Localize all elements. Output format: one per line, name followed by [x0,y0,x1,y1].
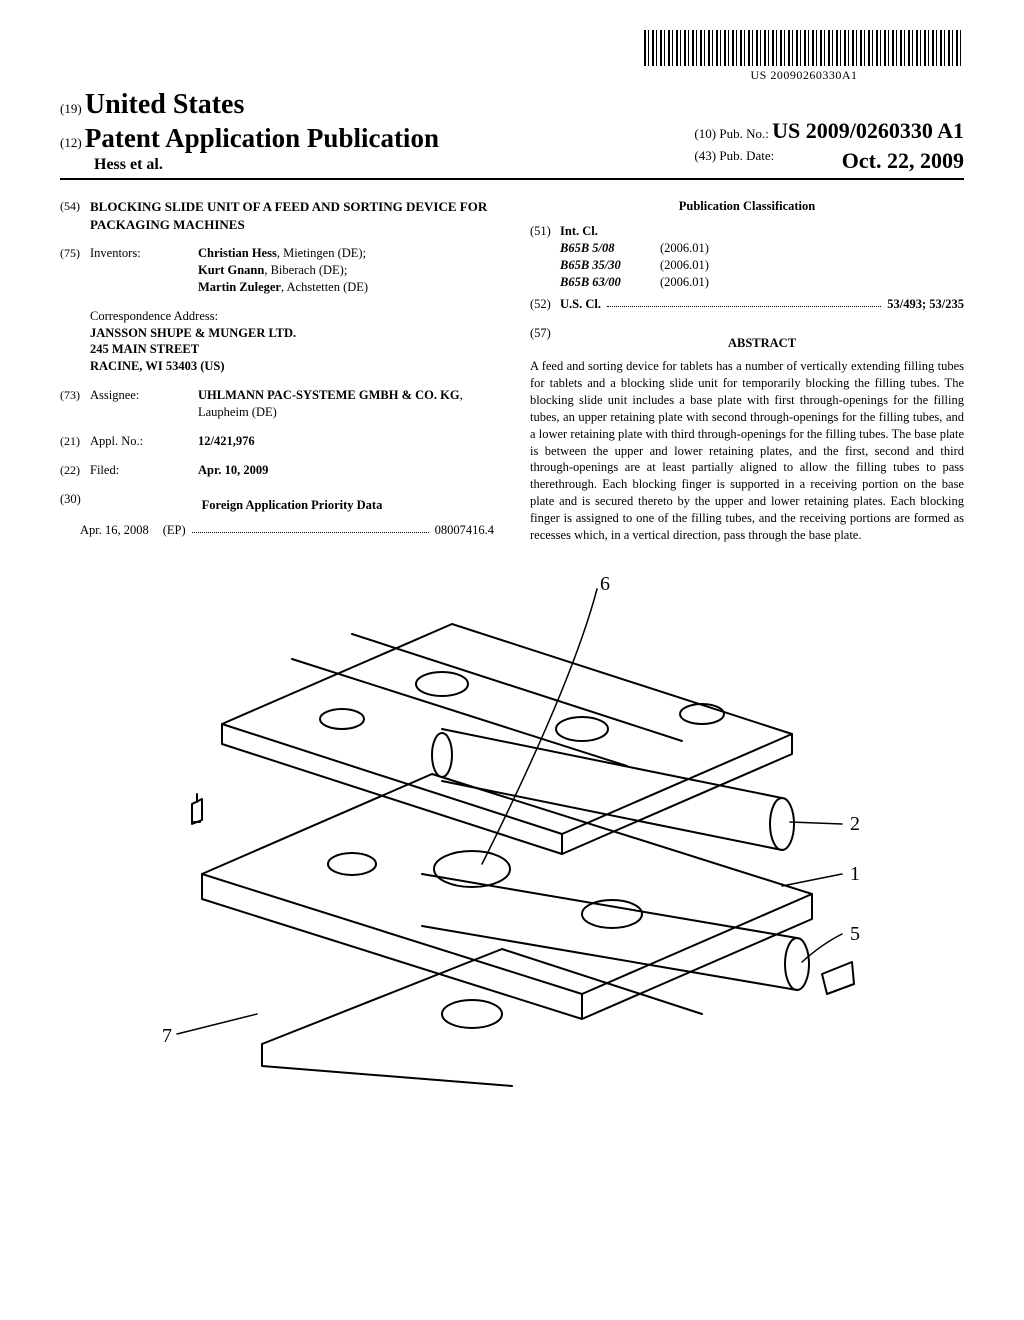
inventors-label: Inventors: [90,245,198,296]
country-code: (19) [60,101,82,116]
figure-svg: 6 2 1 5 7 [142,574,882,1094]
fig-label-1: 1 [850,863,860,885]
priority-title: Foreign Application Priority Data [90,497,494,514]
applno: 12/421,976 [198,433,494,450]
abstract-title: ABSTRACT [560,335,964,352]
header: (19) United States (12) Patent Applicati… [60,89,964,180]
applno-label: Appl. No.: [90,433,198,450]
assignee-code: (73) [60,387,90,421]
intcl-code: (51) [530,223,560,240]
patent-figure: 6 2 1 5 7 [60,574,964,1099]
priority-num: 08007416.4 [435,522,494,539]
pubdate-code: (43) [694,148,716,163]
pubno: US 2009/0260330 A1 [772,118,964,143]
corr-label: Correspondence Address: [90,308,494,325]
fig-label-2: 2 [850,813,860,835]
classification-title: Publication Classification [530,198,964,215]
pubdate-label: Pub. Date: [719,148,774,163]
corr-city: RACINE, WI 53403 (US) [90,358,494,375]
assignee-value: UHLMANN PAC-SYSTEME GMBH & CO. KG, Lauph… [198,387,494,421]
authors: Hess et al. [60,156,439,174]
right-column: Publication Classification (51) Int. Cl.… [530,198,964,544]
correspondence: Correspondence Address: JANSSON SHUPE & … [90,308,494,376]
assignee-label: Assignee: [90,387,198,421]
dots [192,522,429,533]
pubdate: Oct. 22, 2009 [842,148,964,174]
inventors-list: Christian Hess, Mietingen (DE); Kurt Gna… [198,245,494,296]
abstract-code: (57) [530,325,560,358]
pub-code: (12) [60,135,82,150]
filed-label: Filed: [90,462,198,479]
uscl: 53/493; 53/235 [887,296,964,313]
inventors-code: (75) [60,245,90,296]
uscl-label: U.S. Cl. [560,296,601,313]
pub-type: Patent Application Publication [85,123,439,153]
pubno-label: Pub. No.: [719,126,768,141]
country: United States [85,89,244,120]
intcl-row: B65B 35/30 (2006.01) [560,257,964,274]
dots [607,296,881,307]
priority-country: (EP) [163,522,186,539]
uscl-code: (52) [530,296,560,313]
priority-date: Apr. 16, 2008 [80,522,149,539]
fig-label-7: 7 [162,1025,172,1047]
intcl-row: B65B 63/00 (2006.01) [560,274,964,291]
fig-label-5: 5 [850,923,860,945]
priority-code: (30) [60,491,90,522]
filed: Apr. 10, 2009 [198,462,494,479]
invention-title: BLOCKING SLIDE UNIT OF A FEED AND SORTIN… [90,198,494,233]
title-code: (54) [60,198,90,233]
barcode [644,30,964,66]
filed-code: (22) [60,462,90,479]
intcl-row: B65B 5/08 (2006.01) [560,240,964,257]
abstract-text: A feed and sorting device for tablets ha… [530,358,964,544]
barcode-area: US 20090260330A1 [60,30,964,83]
pubno-code: (10) [694,126,716,141]
intcl-label: Int. Cl. [560,223,598,240]
barcode-text: US 20090260330A1 [644,68,964,83]
applno-code: (21) [60,433,90,450]
corr-street: 245 MAIN STREET [90,341,494,358]
corr-name: JANSSON SHUPE & MUNGER LTD. [90,325,494,342]
left-column: (54) BLOCKING SLIDE UNIT OF A FEED AND S… [60,198,494,544]
fig-label-6: 6 [600,574,610,595]
priority-row: Apr. 16, 2008 (EP) 08007416.4 [80,522,494,539]
